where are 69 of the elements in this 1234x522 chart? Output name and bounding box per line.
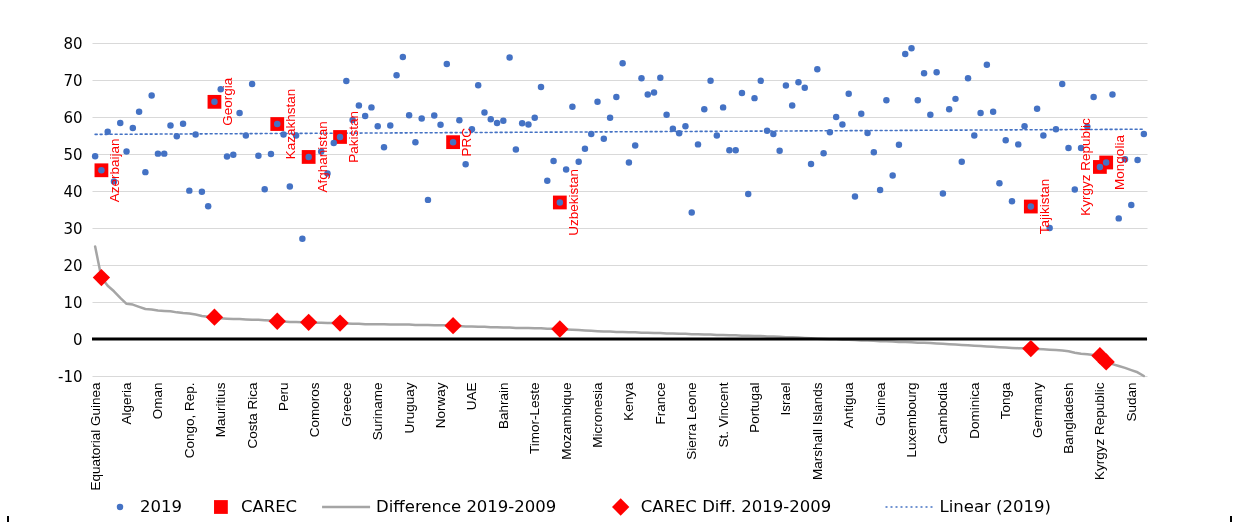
point xyxy=(1022,339,1040,358)
data-label: Pakistan xyxy=(346,111,362,163)
data-label: Kazakhstan xyxy=(283,88,299,160)
x-tick-label: Bahrain xyxy=(495,382,511,430)
x-tick-label: Kenya xyxy=(621,382,637,421)
point xyxy=(331,314,349,332)
x-tick-label: Peru xyxy=(276,382,292,412)
point xyxy=(268,312,286,330)
x-tick-label: Germany xyxy=(1029,382,1045,439)
y-tick-label: 80 xyxy=(63,34,83,53)
y-tick-label: 0 xyxy=(72,330,83,349)
x-tick-label: Mozambique xyxy=(558,382,574,460)
legend-label: Linear (2019) xyxy=(939,497,1051,516)
line-series xyxy=(93,245,1146,378)
data-label: Afghanistan xyxy=(314,121,330,193)
y-tick-label: 50 xyxy=(63,145,83,164)
x-tick-label: Antigua xyxy=(841,382,857,429)
y-tick-label: 20 xyxy=(63,256,83,275)
x-tick-label: Kyrgyz Republic xyxy=(1092,382,1108,481)
y-tick-label: 40 xyxy=(63,182,83,201)
point xyxy=(1097,353,1115,371)
x-tick-label: Micronesia xyxy=(590,382,606,448)
x-tick-label: Sierra Leone xyxy=(684,382,700,460)
x-tick-label: Suriname xyxy=(370,382,386,441)
data-label: Uzbekistan xyxy=(565,169,581,236)
data-label: Azerbaijan xyxy=(107,138,123,203)
x-tick-label: Israel xyxy=(778,382,794,416)
point xyxy=(444,317,462,335)
y-tick-label: 10 xyxy=(63,293,83,312)
x-tick-label: Dominica xyxy=(966,382,982,439)
x-tick-label: Costa Rica xyxy=(244,382,260,449)
y-tick-label: 70 xyxy=(63,71,83,90)
point xyxy=(299,313,318,332)
y-tick-label: -10 xyxy=(58,367,83,386)
legend-label: Difference 2019-2009 xyxy=(376,497,557,516)
legend-label: 2019 xyxy=(140,497,182,516)
point xyxy=(92,268,111,287)
x-tick-label: Timor-Leste xyxy=(527,382,543,455)
x-tick-label: Luxembourg xyxy=(904,382,920,458)
x-tick-label: Oman xyxy=(150,382,166,420)
data-label: Tajikistan xyxy=(1036,178,1052,235)
x-tick-label: St. Vincent xyxy=(715,382,731,448)
x-tick-label: Greece xyxy=(338,382,354,427)
y-tick-label: 60 xyxy=(63,108,83,127)
x-tick-label: Guinea xyxy=(872,382,888,427)
x-tick-label: France xyxy=(652,382,668,425)
x-tick-label: Algeria xyxy=(119,382,135,425)
x-tick-label: Uruguay xyxy=(401,382,417,434)
point xyxy=(551,320,569,338)
y-tick-label: 30 xyxy=(63,219,83,238)
x-tick-label: Portugal xyxy=(747,382,763,433)
x-tick-label: Equatorial Guinea xyxy=(87,382,103,491)
x-tick-label: Mauritius xyxy=(213,382,229,438)
x-tick-label: Congo, Rep. xyxy=(181,382,197,459)
x-tick-label: UAE xyxy=(464,382,480,411)
legend-label: CAREC Diff. 2019-2009 xyxy=(640,497,832,516)
x-tick-label: Marshall Islands xyxy=(809,382,825,481)
x-tick-label: Tonga xyxy=(998,382,1014,420)
x-tick-label: Cambodia xyxy=(935,382,951,445)
x-tick-label: Comoros xyxy=(307,382,323,438)
x-tick-label: Sudan xyxy=(1123,382,1139,422)
data-label: Kyrgyz Republic xyxy=(1077,117,1093,216)
data-label: Mongolia xyxy=(1112,134,1128,190)
data-label: PRC xyxy=(459,127,475,157)
legend-label: CAREC xyxy=(240,497,298,516)
x-tick-label: Bangladesh xyxy=(1061,382,1076,454)
point xyxy=(205,308,224,326)
x-tick-label: Norway xyxy=(433,382,449,429)
data-label: Georgia xyxy=(220,77,236,126)
